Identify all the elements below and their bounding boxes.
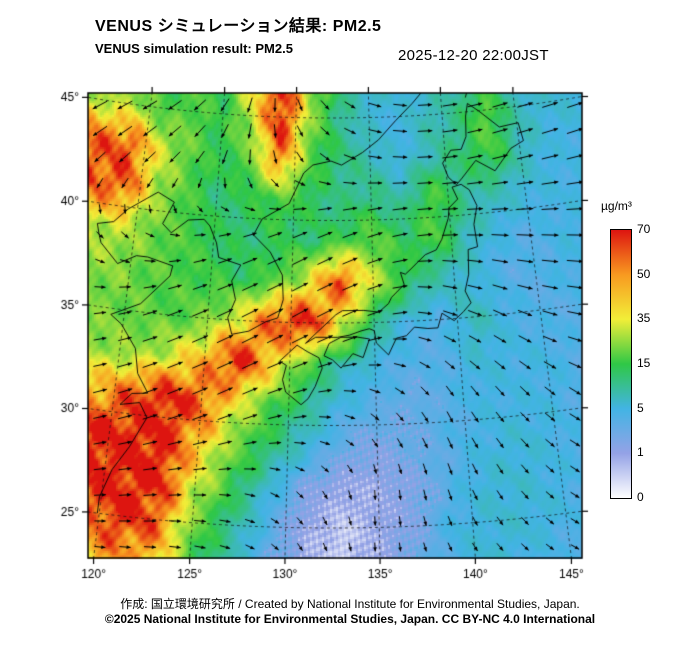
page-title-english: VENUS simulation result: PM2.5	[95, 41, 293, 56]
colorbar-tick-label: 1	[637, 445, 644, 460]
colorbar-tick-label: 70	[637, 222, 651, 236]
colorbar-tick-label: 35	[637, 311, 651, 326]
colorbar-tick-label: 50	[637, 266, 651, 281]
license-line: ©2025 National Institute for Environment…	[104, 612, 596, 626]
colorbar-tick-label: 5	[637, 400, 644, 415]
valid-timestamp: 2025-12-20 22:00JST	[398, 47, 549, 64]
colorbar-tick-label: 0	[637, 490, 644, 504]
colorbar-unit-label: µg/m³	[601, 199, 632, 213]
page-title-japanese: VENUS シミュレーション結果: PM2.5	[95, 18, 382, 35]
colorbar-tick-label: 15	[637, 356, 651, 370]
credit-line: 作成: 国立環境研究所 / Created by National Instit…	[120, 597, 580, 611]
colorbar-gradient	[610, 229, 632, 499]
